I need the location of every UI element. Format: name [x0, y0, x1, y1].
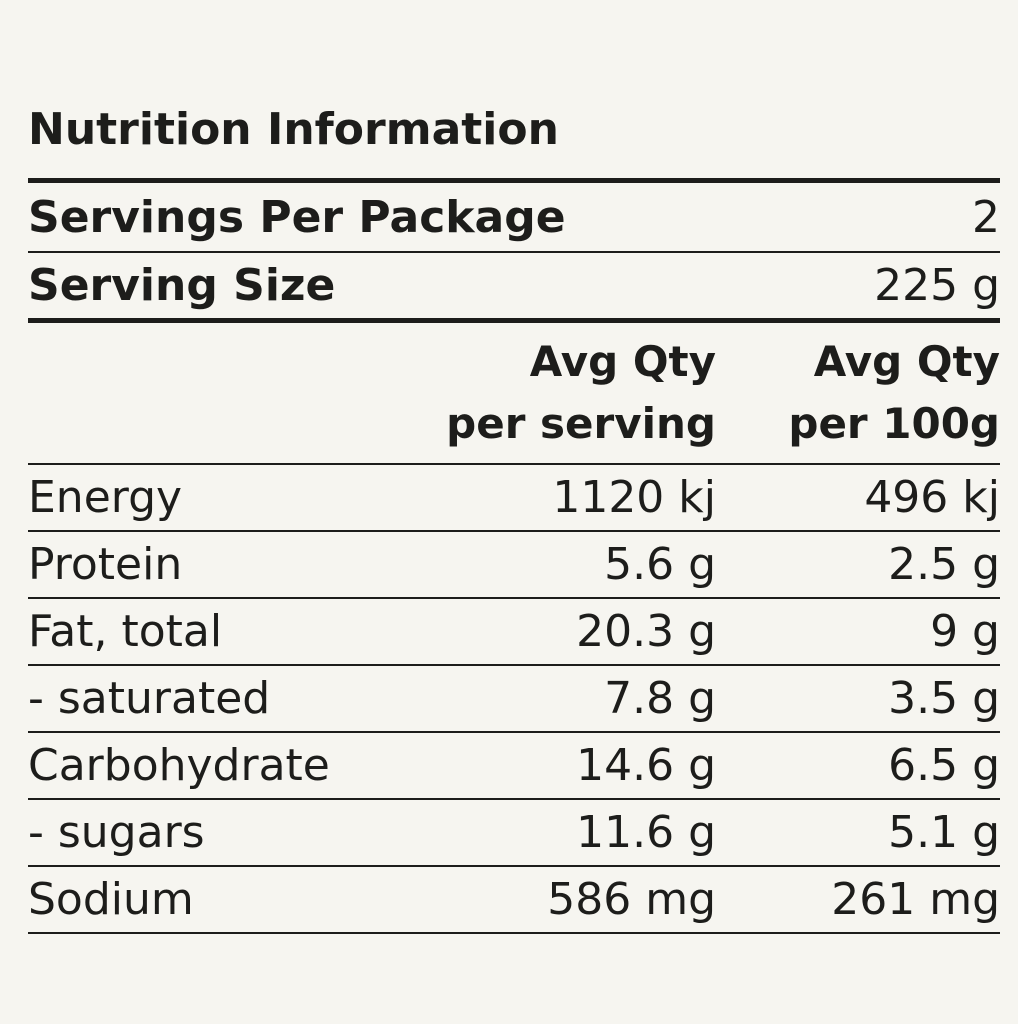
per-100g-value: 9 g — [930, 606, 1000, 657]
per-100g-value: 5.1 g — [888, 807, 1000, 858]
column-header-per-serving: Avg Qty per serving — [428, 331, 716, 455]
per-100g-value: 2.5 g — [888, 539, 1000, 590]
per-serving-value: 20.3 g — [576, 606, 716, 657]
nutrient-label: Sodium — [28, 874, 194, 925]
panel-title: Nutrition Information — [28, 104, 559, 155]
per-serving-value: 11.6 g — [576, 807, 716, 858]
nutrient-label: Fat, total — [28, 606, 223, 657]
nutrient-label: Energy — [28, 472, 183, 523]
top-divider — [28, 178, 1000, 183]
table-row: Fat, total 20.3 g 9 g — [28, 599, 1000, 666]
column-header-per-100g: Avg Qty per 100g — [716, 331, 1000, 455]
column-header-per-serving-line1: Avg Qty — [529, 337, 716, 386]
table-row: - saturated 7.8 g 3.5 g — [28, 666, 1000, 733]
per-serving-value: 14.6 g — [576, 740, 716, 791]
column-header-per-100g-line1: Avg Qty — [813, 337, 1000, 386]
nutrition-panel: Nutrition Information Servings Per Packa… — [28, 98, 1000, 934]
nutrient-label: - sugars — [28, 807, 205, 858]
serving-size-row: Serving Size 225 g — [28, 253, 1000, 323]
serving-size-label: Serving Size — [28, 260, 336, 311]
column-header-row: Avg Qty per serving Avg Qty per 100g — [28, 323, 1000, 465]
table-row: Carbohydrate 14.6 g 6.5 g — [28, 733, 1000, 800]
nutrient-label: - saturated — [28, 673, 271, 724]
table-row: Sodium 586 mg 261 mg — [28, 867, 1000, 934]
per-serving-value: 5.6 g — [604, 539, 716, 590]
serving-size-value: 225 g — [874, 260, 1000, 311]
servings-per-package-row: Servings Per Package 2 — [28, 183, 1000, 253]
per-100g-value: 6.5 g — [888, 740, 1000, 791]
per-100g-value: 496 kj — [864, 472, 1000, 523]
servings-per-package-value: 2 — [972, 191, 1000, 243]
per-serving-value: 7.8 g — [604, 673, 716, 724]
table-row: Protein 5.6 g 2.5 g — [28, 532, 1000, 599]
per-100g-value: 3.5 g — [888, 673, 1000, 724]
column-header-per-100g-line2: per 100g — [788, 399, 1000, 448]
nutrient-label: Carbohydrate — [28, 740, 330, 791]
table-row: Energy 1120 kj 496 kj — [28, 465, 1000, 532]
column-header-per-serving-line2: per serving — [446, 399, 716, 448]
per-serving-value: 1120 kj — [552, 472, 716, 523]
nutrient-label: Protein — [28, 539, 183, 590]
per-100g-value: 261 mg — [831, 874, 1000, 925]
servings-per-package-label: Servings Per Package — [28, 191, 566, 243]
per-serving-value: 586 mg — [547, 874, 716, 925]
table-row: - sugars 11.6 g 5.1 g — [28, 800, 1000, 867]
